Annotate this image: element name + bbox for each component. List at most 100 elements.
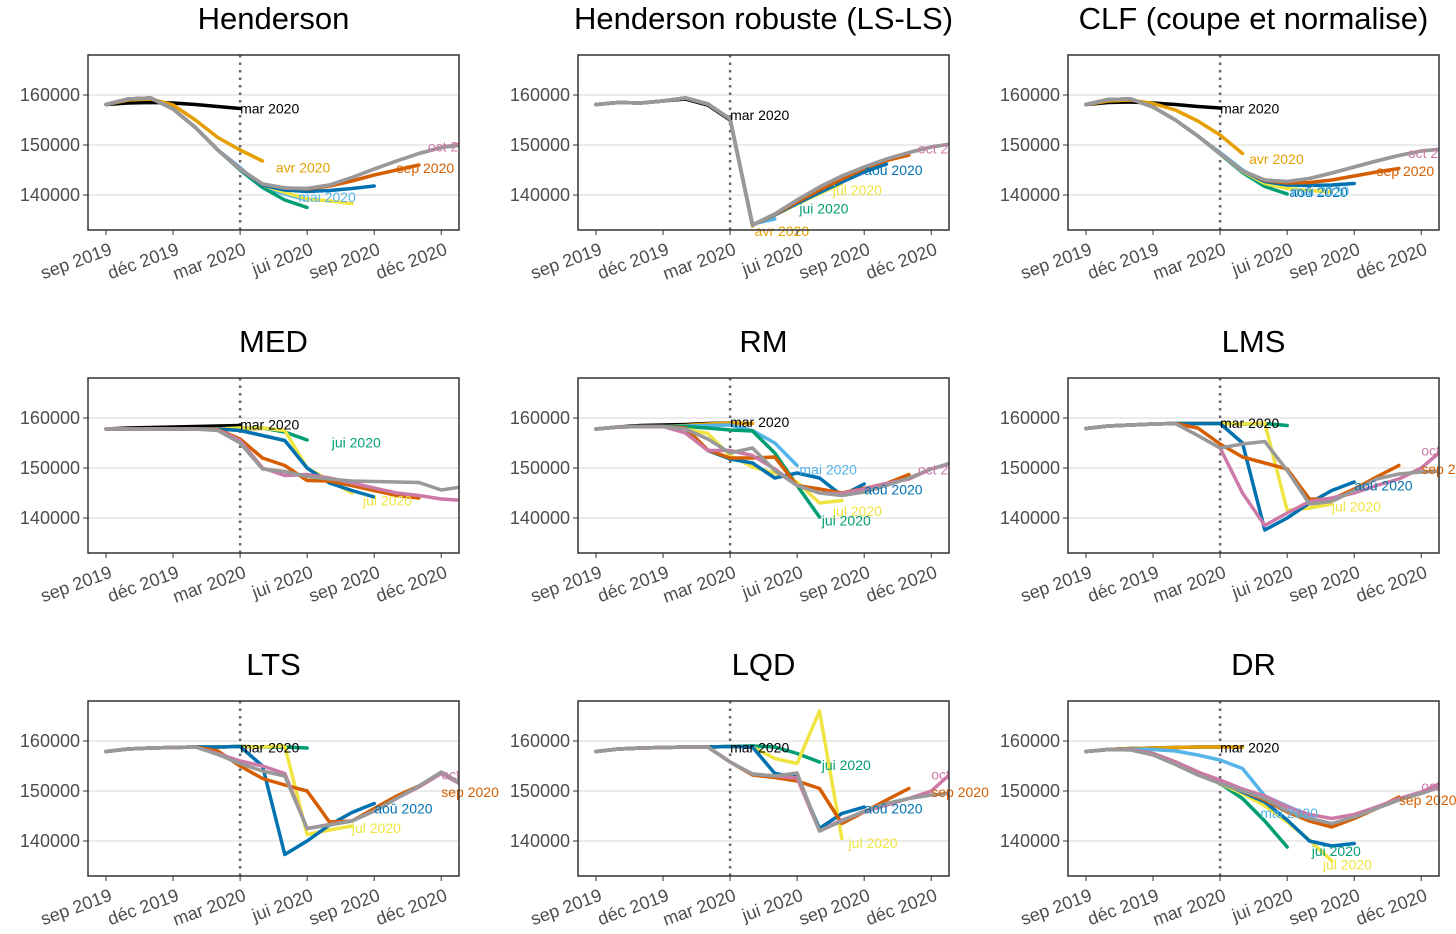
series-label: jui 2020 — [798, 201, 848, 217]
tick-label-x: déc 2019 — [1085, 562, 1161, 606]
series-label: oct 2020 — [1421, 778, 1456, 794]
plot-background — [578, 378, 949, 553]
tick-label-x: sep 2020 — [306, 239, 382, 283]
panel-title: LQD — [732, 647, 796, 682]
panel-2: Henderson robuste (LS-LS) 140000 150000 160… — [510, 1, 972, 284]
tick-label-x: déc 2020 — [863, 885, 939, 929]
panel-border — [87, 377, 460, 554]
tick-label-x: sep 2019 — [1018, 562, 1094, 606]
tick-label-y: 150000 — [20, 135, 80, 155]
plot-background — [88, 378, 459, 553]
tick-label-y: 160000 — [20, 85, 80, 105]
tick-label-x: déc 2020 — [1353, 562, 1429, 606]
panel-5: RM 140000 150000 160000 mar 2020 mai 2020 oct … — [510, 324, 950, 607]
tick-label-y: 140000 — [510, 185, 570, 205]
series-label: avr 2020 — [276, 160, 331, 176]
series-label: mar 2020 — [730, 107, 789, 123]
tick-label-x: sep 2020 — [1286, 562, 1362, 606]
panel-1: Henderson 140000 150000 160000 mar 2020 avr 2… — [20, 1, 460, 284]
panel-title: MED — [239, 324, 308, 359]
series-line-nov-2020 — [104, 96, 459, 191]
series-label: aoû 2020 — [1289, 184, 1348, 200]
panel-border — [1067, 700, 1440, 877]
tick-label-x: jui 2020 — [738, 885, 805, 926]
panel-title: LTS — [246, 647, 301, 682]
series-label: jul 2020 — [832, 182, 882, 198]
series-line-nov-2020 — [104, 745, 459, 831]
tick-label-y: 150000 — [510, 781, 570, 801]
tick-label-y: 160000 — [1000, 731, 1060, 751]
series-label: mai 2020 — [298, 189, 356, 205]
tick-label-x: jui 2020 — [248, 885, 315, 926]
tick-label-x: déc 2019 — [595, 239, 671, 283]
tick-label-x: déc 2019 — [105, 885, 181, 929]
tick-label-x: sep 2020 — [796, 562, 872, 606]
tick-label-x: sep 2020 — [796, 239, 872, 283]
tick-label-y: 150000 — [510, 135, 570, 155]
series-label: jul 2020 — [351, 820, 401, 836]
tick-label-x: déc 2019 — [105, 239, 181, 283]
tick-label-y: 160000 — [20, 731, 80, 751]
series-line-nov-2020 — [594, 424, 949, 498]
panel-title: Henderson robuste (LS-LS) — [574, 1, 953, 36]
tick-label-y: 150000 — [1000, 458, 1060, 478]
tick-label-x: déc 2020 — [373, 885, 449, 929]
panel-border — [1067, 377, 1440, 554]
panel-border — [577, 54, 950, 231]
series-label: nov 2020 — [493, 477, 551, 493]
series-label: mar 2020 — [1220, 415, 1279, 431]
tick-label-x: déc 2019 — [1085, 239, 1161, 283]
series-label: jul 2020 — [848, 835, 898, 851]
tick-label-x: sep 2019 — [528, 562, 604, 606]
tick-label-x: jui 2020 — [248, 562, 315, 603]
tick-label-y: 140000 — [20, 831, 80, 851]
tick-label-x: mar 2020 — [170, 239, 248, 284]
series-label: oct 2020 — [918, 141, 972, 157]
series-label: oct 2020 — [931, 767, 985, 783]
series-line-nov-2020 — [594, 96, 949, 227]
tick-label-y: 150000 — [1000, 135, 1060, 155]
series-line-mar-2020 — [104, 100, 242, 111]
tick-label-x: mar 2020 — [660, 239, 738, 284]
series-label: jul 2020 — [362, 493, 412, 509]
series-label: mai 2020 — [799, 462, 857, 478]
tick-label-x: sep 2019 — [38, 239, 114, 283]
series-label: jui 2020 — [331, 435, 381, 451]
series-label: aoû 2020 — [1354, 478, 1413, 494]
series-label: sep 2020 — [397, 160, 455, 176]
tick-label-x: sep 2019 — [38, 885, 114, 929]
panel-6: LMS 140000 150000 160000 mar 2020 oct 2020 sep… — [1000, 324, 1456, 607]
tick-label-y: 150000 — [510, 458, 570, 478]
series-label: mar 2020 — [1220, 101, 1279, 117]
series-label: avr 2020 — [1249, 151, 1304, 167]
series-line-nov-2020 — [1084, 421, 1439, 506]
plot-background — [1068, 378, 1439, 553]
tick-label-x: jui 2020 — [1228, 885, 1295, 926]
tick-label-x: déc 2019 — [595, 885, 671, 929]
series-label: avr 2020 — [755, 223, 810, 239]
tick-label-x: déc 2020 — [373, 239, 449, 283]
panel-border — [577, 377, 950, 554]
tick-label-x: sep 2020 — [796, 885, 872, 929]
tick-label-x: déc 2020 — [373, 562, 449, 606]
series-label: mar 2020 — [240, 740, 299, 756]
tick-label-x: déc 2020 — [1353, 885, 1429, 929]
panel-title: DR — [1231, 647, 1276, 682]
tick-label-x: jui 2020 — [738, 239, 805, 280]
tick-label-x: mar 2020 — [660, 562, 738, 607]
tick-label-x: jui 2020 — [1228, 562, 1295, 603]
series-label: jul 2020 — [1331, 499, 1381, 515]
tick-label-x: sep 2019 — [528, 239, 604, 283]
tick-label-x: déc 2019 — [595, 562, 671, 606]
tick-label-x: mar 2020 — [1150, 885, 1228, 930]
tick-label-x: sep 2020 — [1286, 885, 1362, 929]
tick-label-x: sep 2020 — [306, 885, 382, 929]
series-label: oct 2020 — [1408, 145, 1456, 161]
series-label: sep 2020 — [441, 784, 499, 800]
tick-label-y: 150000 — [1000, 781, 1060, 801]
series-line-nov-2020 — [1084, 747, 1439, 826]
series-label: aoû 2020 — [864, 801, 923, 817]
